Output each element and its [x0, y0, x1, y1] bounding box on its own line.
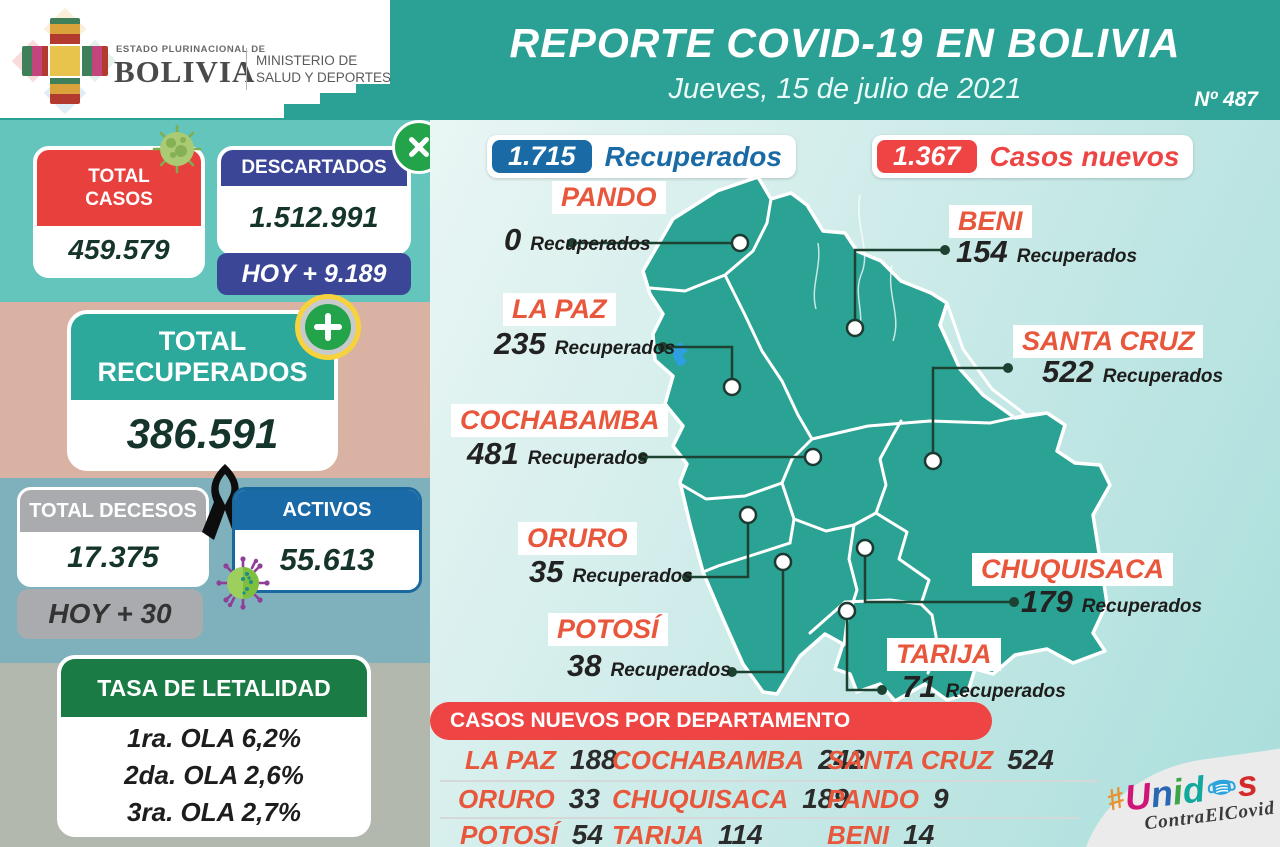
- descartados-header: DESCARTADOS: [221, 150, 407, 186]
- dept-label-chuquisaca: CHUQUISACA: [972, 553, 1174, 586]
- new-cases-cell: BENI 14: [827, 819, 935, 847]
- ola2: 2da. OLA 2,6%: [124, 759, 304, 790]
- total-recuperados-card: TOTAL RECUPERADOS 386.591: [67, 310, 338, 471]
- country-name: BOLIVIA: [114, 54, 256, 89]
- new-cases-cell: CHUQUISACA 189: [612, 783, 849, 814]
- callout-lines: [572, 241, 1014, 692]
- report-date: Jueves, 15 de julio de 2021: [668, 73, 1022, 105]
- ministry-name: MINISTERIO DE SALUD Y DEPORTES: [256, 53, 392, 85]
- dept-label-la-paz: LA PAZ: [503, 293, 616, 326]
- callout-end-dots: [567, 238, 1019, 695]
- new-cases-cell: ORURO 33: [458, 783, 600, 814]
- descartados-value: 1.512.991: [221, 186, 407, 251]
- descartados-today-pill: HOY + 9.189: [217, 253, 411, 295]
- dept-value-beni: 154 Recuperados: [956, 234, 1138, 269]
- department-markers: [722, 233, 943, 621]
- report-title-block: REPORTE COVID-19 EN BOLIVIA Jueves, 15 d…: [430, 20, 1260, 106]
- total-recuperados-value: 386.591: [71, 400, 334, 467]
- dept-label-pando: PANDO: [552, 181, 666, 214]
- dept-value-la-paz: 235 Recuperados: [494, 326, 676, 361]
- activos-header: ACTIVOS: [235, 490, 419, 530]
- total-recuperados-header: TOTAL RECUPERADOS: [71, 314, 334, 400]
- recuperados-count: 1.715: [492, 140, 592, 173]
- new-cases-cell: PANDO 9: [827, 783, 949, 814]
- dept-label-oruro: ORURO: [518, 522, 637, 555]
- dept-label-tarija: TARIJA: [887, 638, 1001, 671]
- dept-label-santa-cruz: SANTA CRUZ: [1013, 325, 1204, 358]
- tasa-letalidad-card: TASA DE LETALIDAD 1ra. OLA 6,2% 2da. OLA…: [57, 655, 371, 837]
- decesos-today-pill: HOY + 30: [17, 589, 203, 639]
- total-decesos-value: 17.375: [20, 532, 206, 584]
- ola3: 3ra. OLA 2,7%: [127, 796, 301, 827]
- header-step: [356, 0, 390, 84]
- total-decesos-card: TOTAL DECESOS 17.375: [17, 487, 209, 587]
- total-decesos-header: TOTAL DECESOS: [20, 490, 206, 532]
- new-cases-banner: CASOS NUEVOS POR DEPARTAMENTO: [430, 702, 992, 740]
- casos-nuevos-count: 1.367: [877, 140, 977, 173]
- row-divider: [440, 817, 1080, 819]
- plus-circle-icon: [295, 294, 361, 360]
- page-title: REPORTE COVID-19 EN BOLIVIA: [509, 20, 1181, 66]
- dept-label-beni: BENI: [949, 205, 1032, 238]
- bolivia-chakana-logo: [11, 7, 117, 115]
- coronavirus-icon: [216, 556, 270, 610]
- dept-value-santa-cruz: 522 Recuperados: [1042, 354, 1224, 389]
- dept-value-tarija: 71 Recuperados: [902, 669, 1066, 704]
- river-lines: [813, 194, 897, 342]
- face-mask-icon: [1207, 779, 1236, 795]
- header-step: [284, 0, 320, 104]
- new-cases-cell: LA PAZ 188: [465, 744, 617, 775]
- casos-nuevos-summary-badge: 1.367 Casos nuevos: [872, 135, 1194, 178]
- descartados-card: DESCARTADOS 1.512.991: [217, 146, 411, 255]
- state-label: ESTADO PLURINACIONAL DE: [116, 44, 266, 55]
- activos-card: ACTIVOS 55.613: [232, 487, 422, 593]
- ola1: 1ra. OLA 6,2%: [127, 722, 301, 753]
- dept-value-chuquisaca: 179 Recuperados: [1021, 584, 1203, 619]
- dept-value-oruro: 35 Recuperados: [529, 554, 693, 589]
- row-divider: [440, 780, 1100, 782]
- tasa-letalidad-header: TASA DE LETALIDAD: [61, 659, 367, 717]
- recuperados-summary-badge: 1.715 Recuperados: [487, 135, 796, 178]
- report-number: Nº 487: [1194, 88, 1258, 111]
- logo-divider: [246, 48, 247, 90]
- tasa-letalidad-values: 1ra. OLA 6,2% 2da. OLA 2,6% 3ra. OLA 2,7…: [61, 717, 367, 833]
- dept-value-pando: 0 Recuperados: [504, 222, 651, 257]
- new-cases-cell: POTOSÍ 54: [460, 819, 603, 847]
- header-step: [320, 0, 356, 93]
- new-cases-cell: TARIJA 114: [612, 819, 763, 847]
- total-casos-value: 459.579: [37, 226, 201, 274]
- new-cases-cell: COCHABAMBA 242: [612, 744, 865, 775]
- dept-value-potosi: 38 Recuperados: [567, 648, 731, 683]
- activos-value: 55.613: [235, 530, 419, 590]
- dept-label-cochabamba: COCHABAMBA: [451, 404, 669, 437]
- virus-icon: [152, 124, 202, 174]
- new-cases-cell: SANTA CRUZ 524: [827, 744, 1054, 775]
- dept-value-cochabamba: 481 Recuperados: [467, 436, 649, 471]
- dept-label-potosi: POTOSÍ: [548, 613, 668, 646]
